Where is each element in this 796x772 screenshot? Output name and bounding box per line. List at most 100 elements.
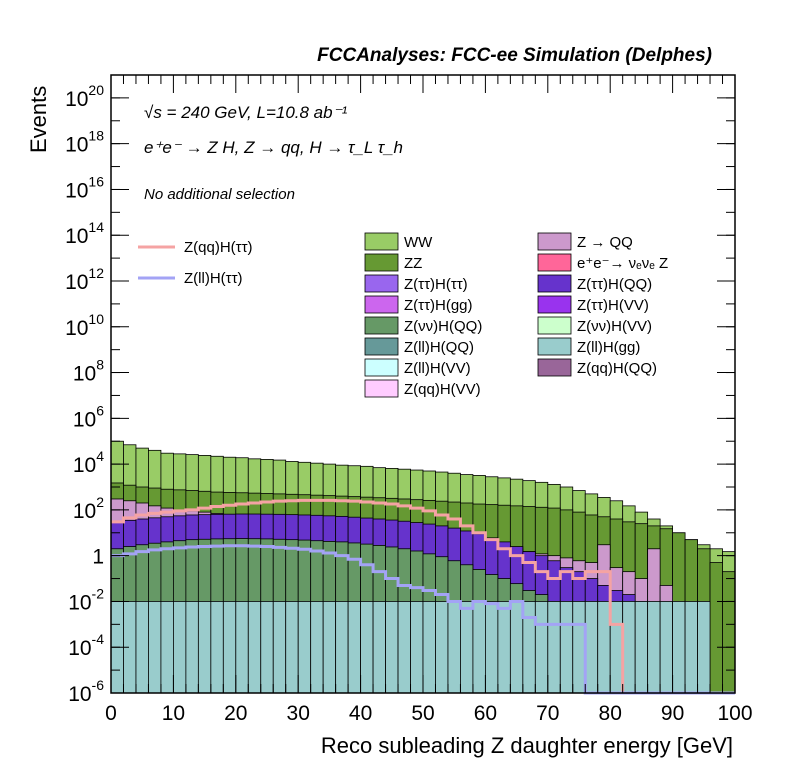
y-tick-label: 1018: [65, 128, 104, 157]
legend-entry-label: Z(ττ)H(VV): [577, 297, 649, 314]
bar-z-ll-h-gg-: [634, 601, 649, 694]
bar-z-ll-h-gg-: [335, 601, 349, 694]
y-axis-label: Events: [26, 86, 51, 153]
bar-z-ll-h-gg-: [534, 601, 549, 694]
bar-z-ll-h-gg-: [422, 601, 436, 694]
y-tick-label: 1020: [65, 82, 104, 111]
bar-z-ll-h-gg-: [360, 601, 374, 694]
x-tick-label: 40: [349, 702, 372, 725]
bar-z-ll-h-gg-: [397, 601, 411, 694]
bar-zz: [722, 571, 736, 694]
bar-z-ll-h-gg-: [472, 601, 486, 694]
x-tick-label: 30: [287, 702, 310, 725]
bar-z-ll-h-gg-: [222, 601, 237, 694]
legend-swatch: [364, 337, 399, 356]
legend-swatch: [364, 358, 399, 377]
bar-z-ll-h-gg-: [410, 601, 424, 694]
legend-swatch: [537, 295, 572, 314]
axis-ticks: 0 10 20 30 40 50 60 70 80 90 10010-610-410-2110210…: [65, 75, 753, 725]
overlay-line-1: [111, 498, 735, 695]
legend-swatch: [364, 274, 399, 293]
bar-z-ll-h-gg-: [572, 601, 586, 694]
y-tick-label: 1016: [65, 173, 104, 202]
bar-z-ll-h-gg-: [447, 601, 461, 694]
y-tick-label: 1012: [65, 265, 104, 294]
legend-entry-label: Z(ττ)H(QQ): [577, 276, 652, 293]
bar-z-ll-h-gg-: [460, 601, 474, 694]
y-tick-label: 1: [92, 546, 104, 569]
bar-z-ll-h-gg-: [609, 601, 624, 694]
bar-z-ll-h-gg-: [347, 601, 361, 694]
x-axis-label: Reco subleading Z daughter energy [GeV]: [321, 733, 733, 758]
legend-entry-label: Z(ll)H(gg): [577, 339, 640, 356]
legend-swatch: [537, 274, 572, 293]
legend-swatch: [364, 253, 399, 272]
legend-entry-label: Z(ll)H(VV): [404, 360, 471, 377]
legend-entry-label: WW: [404, 234, 433, 251]
x-tick-label: 10: [162, 702, 185, 725]
bar-z-ll-h-gg-: [435, 601, 449, 694]
bar-z-ll-h-gg-: [185, 601, 199, 694]
bar-z-ll-h-gg-: [684, 601, 698, 694]
bar-z-ll-h-gg-: [547, 601, 561, 694]
legend-swatch: [364, 379, 399, 398]
legend-swatch: [537, 316, 572, 335]
y-tick-label: 108: [73, 357, 104, 386]
legend-entry-label: ZZ: [404, 255, 422, 272]
x-tick-label: 60: [474, 702, 497, 725]
legend-entry-label: Z(qq)H(VV): [404, 381, 481, 398]
legend-entry-label: Z(νν)H(VV): [577, 318, 652, 335]
legend-swatch: [537, 337, 572, 356]
bar-z-ll-h-gg-: [297, 601, 312, 694]
legend-swatch: [364, 295, 399, 314]
bar-z-ll-h-gg-: [697, 601, 711, 694]
chart-title: FCCAnalyses: FCC-ee Simulation (Delphes): [317, 45, 712, 66]
legend-entry-label: e⁺e⁻→ νₑνₑ Z: [577, 255, 668, 272]
legend-entry-label: Z(ττ)H(gg): [404, 297, 473, 314]
bar-z-ll-h-gg-: [659, 601, 673, 694]
bar-z-ll-h-gg-: [247, 601, 262, 694]
bar-z-ll-h-gg-: [310, 601, 324, 694]
bar-z-ll-h-gg-: [647, 601, 661, 694]
bar-z-ll-h-gg-: [260, 601, 274, 694]
bar-z-ll-h-gg-: [672, 601, 686, 694]
bar-z-ll-h-gg-: [272, 601, 287, 694]
y-tick-label: 1010: [65, 311, 104, 340]
bar-z-ll-h-gg-: [322, 601, 337, 694]
signal-overlays: [111, 498, 735, 695]
bar-z-ll-h-gg-: [160, 601, 174, 694]
bar-z-ll-h-gg-: [148, 601, 162, 694]
legend-entry-label: Z(qq)H(QQ): [577, 360, 657, 377]
bar-zz: [709, 562, 723, 694]
legend-swatch: [537, 358, 572, 377]
bar-z-ll-h-gg-: [385, 601, 399, 694]
x-tick-label: 90: [661, 702, 684, 725]
x-tick-label: 50: [411, 702, 434, 725]
legend-swatch: [537, 253, 572, 272]
bar-z-ll-h-gg-: [584, 601, 599, 694]
bar-z-ll-h-gg-: [372, 601, 386, 694]
y-tick-label: 104: [73, 448, 104, 477]
y-tick-label: 10-4: [68, 631, 104, 660]
y-tick-label: 10-6: [68, 677, 104, 706]
bar-z-ll-h-gg-: [497, 601, 511, 694]
annotation-energy: √s = 240 GeV, L=10.8 ab⁻¹: [144, 103, 348, 122]
y-tick-label: 106: [73, 402, 104, 431]
bar-z-ll-h-gg-: [559, 601, 574, 694]
overlay-line-2: [111, 544, 735, 695]
x-tick-label: 70: [536, 702, 559, 725]
bar-z-ll-h-gg-: [484, 601, 499, 694]
bar-z-ll-h-gg-: [135, 601, 149, 694]
x-tick-label: 20: [224, 702, 247, 725]
x-tick-label: 0: [105, 702, 117, 725]
legend-entry-label: Z(νν)H(QQ): [404, 318, 482, 335]
y-tick-label: 102: [73, 494, 104, 523]
legend-entry-label: Z(ll)H(ττ): [184, 270, 243, 287]
legend-entry-label: Z(ττ)H(ττ): [404, 276, 468, 293]
legend-swatch: [364, 232, 399, 251]
x-tick-label: 80: [599, 702, 622, 725]
legend: Z(qq)H(ττ) Z(ll)H(ττ) WW ZZ Z(ττ)H(ττ) Z(ττ)H…: [138, 232, 668, 398]
bar-z-ll-h-gg-: [509, 601, 524, 694]
bar-z-ll-h-gg-: [210, 601, 224, 694]
